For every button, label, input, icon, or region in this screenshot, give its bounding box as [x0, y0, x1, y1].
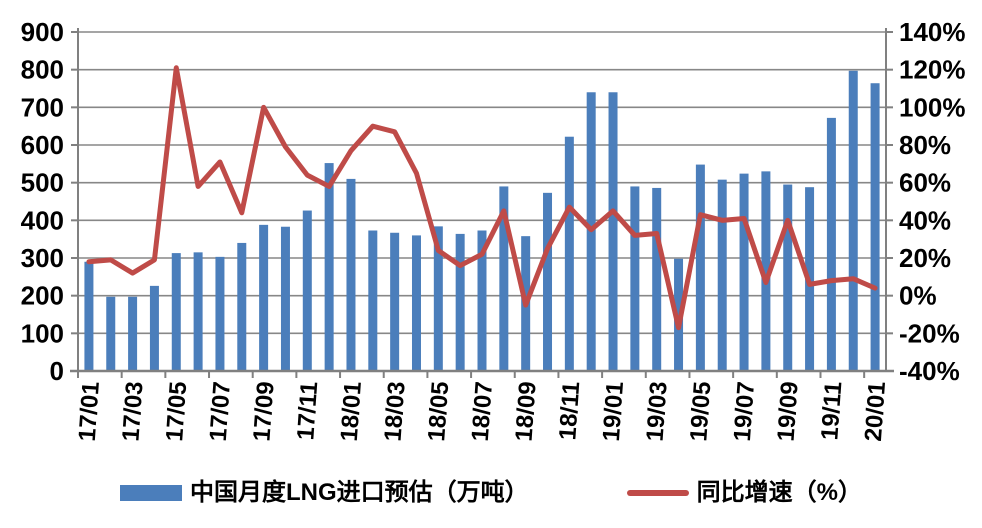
left-axis-tick-label: 600 — [21, 130, 64, 160]
left-axis-tick-label: 300 — [21, 243, 64, 273]
chart-plot-area: 0 100 200 300 400 500 600 700 800 900 -40% -20% 0% 20… — [21, 17, 966, 443]
bar-18/08 — [499, 186, 509, 371]
left-axis-tick-label: 700 — [21, 92, 64, 122]
legend-entry-line: 同比增速（%） — [626, 479, 862, 506]
right-axis-tick-label: 100% — [899, 92, 966, 122]
bar-18/10 — [543, 192, 553, 371]
bar-17/06 — [193, 252, 203, 371]
legend-bar-swatch — [119, 485, 182, 501]
x-axis-tick-label: 19/09 — [773, 381, 804, 443]
x-axis-tick-label: 17/07 — [205, 381, 236, 443]
bar-20/01 — [870, 83, 880, 371]
left-axis-tick-label: 200 — [21, 281, 64, 311]
x-axis-tick-label: 19/11 — [816, 381, 847, 441]
bar-17/02 — [106, 296, 116, 371]
bar-19/11 — [826, 117, 836, 371]
legend-bar-label: 中国月度LNG进口预估（万吨） — [189, 479, 529, 506]
bar-17/07 — [215, 256, 225, 371]
yoy-growth-line — [86, 65, 878, 331]
x-axis-tick-label: 18/03 — [380, 381, 411, 443]
left-axis-tick-label: 800 — [21, 55, 64, 85]
bar-18/02 — [368, 230, 378, 371]
right-axis-tick-label: 140% — [899, 17, 966, 47]
right-axis-tick-label: 40% — [899, 205, 951, 235]
right-axis-tick-label: 120% — [899, 55, 966, 85]
bar-19/01 — [608, 92, 618, 372]
x-axis-tick-label: 17/05 — [161, 381, 192, 443]
x-axis-tick-label: 17/03 — [117, 381, 148, 443]
bar-17/10 — [280, 226, 290, 371]
bar-17/01 — [84, 261, 94, 371]
bar-18/11 — [564, 136, 574, 371]
right-axis-tick-label: 20% — [899, 243, 951, 273]
right-axis-tick-label: 0% — [899, 281, 937, 311]
x-axis-tick-label: 17/09 — [248, 381, 279, 443]
bar-19/06 — [717, 179, 727, 371]
x-axis-tick-label: 19/03 — [642, 381, 673, 443]
bar-18/03 — [390, 232, 400, 371]
x-axis-tick-label: 19/07 — [729, 381, 760, 443]
bar-17/03 — [128, 296, 138, 371]
x-axis-tick-label: 17/11 — [292, 381, 323, 441]
bar-19/07 — [739, 173, 749, 371]
bar-17/11 — [302, 210, 312, 371]
legend: 中国月度LNG进口预估（万吨） 同比增速（%） — [0, 468, 982, 518]
x-axis-tick-label: 20/01 — [860, 381, 891, 443]
x-axis-tick-label: 17/01 — [74, 381, 105, 443]
legend-line-label: 同比增速（%） — [696, 479, 862, 506]
bar-17/05 — [171, 253, 181, 371]
bar-18/07 — [477, 230, 487, 371]
legend-entry-bar: 中国月度LNG进口预估（万吨） — [119, 479, 529, 506]
bar-19/08 — [761, 171, 771, 371]
bar-18/06 — [455, 233, 465, 371]
bar-18/01 — [346, 178, 356, 371]
x-axis-tick-label: 18/09 — [511, 381, 542, 443]
legend-line-swatch — [626, 490, 689, 496]
left-axis-tick-label: 100 — [21, 318, 64, 348]
right-axis-tick-label: 80% — [899, 130, 951, 160]
right-axis-tick-label: -20% — [899, 318, 960, 348]
left-axis-tick-label: 900 — [21, 17, 64, 47]
bar-18/05 — [433, 226, 443, 371]
bar-17/08 — [237, 242, 247, 371]
bar-19/12 — [848, 70, 858, 372]
bar-18/04 — [411, 235, 421, 371]
bar-17/09 — [259, 224, 269, 371]
bar-17/04 — [149, 285, 159, 371]
bar-19/02 — [630, 186, 640, 371]
bar-19/03 — [652, 187, 662, 371]
left-axis-tick-label: 400 — [21, 205, 64, 235]
bar-19/09 — [783, 184, 793, 371]
x-axis-tick-label: 19/05 — [685, 381, 716, 443]
x-axis-tick-label: 18/11 — [554, 381, 585, 441]
x-axis-tick-label: 18/05 — [423, 381, 454, 443]
bar-19/05 — [695, 164, 705, 371]
x-axis-tick-label: 18/01 — [336, 381, 367, 443]
right-axis-tick-label: 60% — [899, 168, 951, 198]
x-axis-tick-label: 19/01 — [598, 381, 629, 443]
left-axis-tick-label: 0 — [50, 356, 64, 386]
right-axis-tick-label: -40% — [899, 356, 960, 386]
x-axis-tick-label: 18/07 — [467, 381, 498, 443]
bar-17/12 — [324, 163, 334, 371]
left-axis-tick-label: 500 — [21, 168, 64, 198]
